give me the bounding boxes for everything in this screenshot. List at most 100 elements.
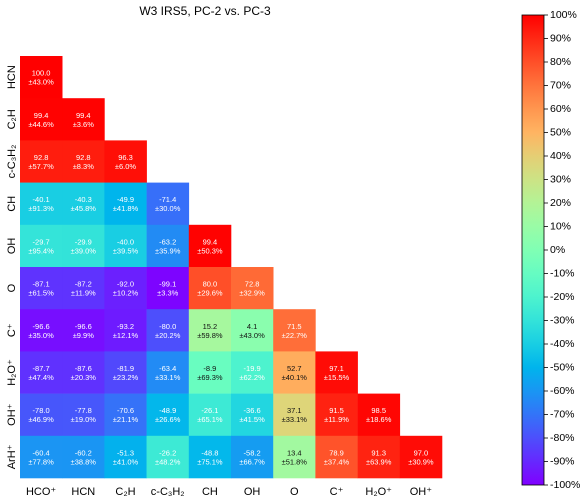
heatmap-cell: 92.8±57.7%	[20, 140, 63, 183]
colorbar-tick-label: -20%	[550, 291, 575, 303]
cell-value: 52.7	[287, 364, 302, 373]
cell-uncertainty: ±43.0%	[28, 78, 54, 87]
cell-value: -87.6	[75, 364, 92, 373]
cell-value: 99.4	[76, 111, 91, 120]
cell-rect	[273, 309, 316, 352]
cell-uncertainty: ±95.4%	[28, 246, 54, 255]
colorbar-tick-label: -60%	[550, 385, 575, 397]
cell-rect	[146, 393, 190, 437]
cell-uncertainty: ±41.8%	[113, 204, 139, 213]
cell-rect	[20, 182, 63, 226]
cell-uncertainty: ±63.9%	[366, 457, 392, 466]
colorbar-tick-label: 20%	[550, 197, 571, 209]
heatmap-cell: 13.4±51.8%	[273, 435, 316, 479]
cell-value: 13.4	[287, 448, 302, 457]
colorbar-tick-label: -80%	[550, 432, 575, 444]
cell-rect	[399, 435, 443, 479]
cell-rect	[188, 267, 232, 310]
cell-value: -92.0	[117, 280, 134, 289]
cell-uncertainty: ±41.5%	[239, 415, 265, 424]
cell-uncertainty: ±3.6%	[73, 120, 95, 129]
cell-rect	[231, 435, 274, 479]
cell-value: 91.3	[371, 448, 386, 457]
heatmap-cell: -60.2±38.8%	[62, 435, 105, 479]
heatmap-cell: 37.1±33.1%	[273, 393, 316, 437]
cell-uncertainty: ±11.9%	[71, 289, 96, 298]
colorbar-tick-label: 60%	[550, 103, 571, 115]
cell-uncertainty: ±37.4%	[324, 457, 350, 466]
cell-rect	[231, 309, 274, 352]
cell-rect	[188, 309, 232, 352]
x-tick-label: C₂H	[115, 486, 135, 498]
cell-value: -58.2	[244, 448, 261, 457]
colorbar-tick-label: 80%	[550, 56, 571, 68]
cell-value: 99.4	[203, 237, 218, 246]
heatmap-cell: -29.7±95.4%	[20, 224, 63, 268]
heatmap-cell: 91.5±11.9%	[315, 393, 358, 437]
cell-uncertainty: ±9.9%	[73, 331, 95, 340]
heatmap-cell: -51.3±41.0%	[104, 435, 147, 479]
cell-uncertainty: ±44.6%	[28, 120, 54, 129]
heatmap-cell: 97.0±30.9%	[399, 435, 443, 479]
cell-value: -40.1	[33, 195, 50, 204]
colorbar-tick-label: 90%	[550, 33, 571, 45]
cell-rect	[104, 182, 147, 226]
cell-rect	[188, 224, 232, 268]
heatmap-cell: 78.9±37.4%	[315, 435, 358, 479]
colorbar-gradient	[521, 14, 545, 486]
cell-rect	[146, 182, 190, 226]
x-tick-label: CH	[202, 486, 218, 498]
cell-rect	[273, 393, 316, 437]
cell-uncertainty: ±40.1%	[282, 373, 308, 382]
cell-value: -96.6	[33, 322, 50, 331]
x-tick-label: c-C₃H₂	[151, 486, 185, 498]
cell-rect	[146, 309, 190, 352]
cell-rect	[146, 351, 190, 394]
cell-uncertainty: ±61.5%	[28, 289, 54, 298]
heatmap-cell: -70.6±21.1%	[104, 393, 147, 437]
cell-value: -48.8	[201, 448, 218, 457]
cell-uncertainty: ±51.8%	[282, 457, 308, 466]
colorbar-tick-label: -90%	[550, 456, 575, 468]
cell-rect	[231, 267, 274, 310]
cell-value: -70.6	[117, 406, 134, 415]
cell-rect	[188, 435, 232, 479]
cell-uncertainty: ±8.3%	[73, 162, 95, 171]
cell-rect	[104, 267, 147, 310]
colorbar-tick-label: 10%	[550, 221, 571, 233]
cell-rect	[273, 435, 316, 479]
heatmap-cell: 15.2±59.8%	[188, 309, 232, 352]
cell-value: 97.0	[414, 448, 429, 457]
cell-value: -26.1	[201, 406, 218, 415]
heatmap-cell: -99.1±3.3%	[146, 267, 190, 310]
cell-rect	[20, 140, 63, 183]
cell-uncertainty: ±11.9%	[324, 415, 349, 424]
heatmap-cell: -36.6±41.5%	[231, 393, 274, 437]
cell-rect	[273, 351, 316, 394]
cell-value: 92.8	[76, 153, 91, 162]
cell-value: -51.3	[117, 448, 134, 457]
cell-uncertainty: ±62.2%	[239, 373, 265, 382]
cell-uncertainty: ±66.7%	[239, 457, 265, 466]
cell-value: -77.8	[75, 406, 92, 415]
heatmap-cell: -87.1±61.5%	[20, 267, 63, 310]
cell-rect	[188, 393, 232, 437]
cell-uncertainty: ±15.5%	[324, 373, 350, 382]
cell-rect	[20, 224, 63, 268]
cell-uncertainty: ±12.1%	[113, 331, 139, 340]
cell-rect	[104, 224, 147, 268]
y-tick-label: OH⁺	[6, 403, 18, 426]
heatmap-cell: 72.8±32.9%	[231, 267, 274, 310]
cell-uncertainty: ±21.1%	[113, 415, 139, 424]
cell-uncertainty: ±50.3%	[197, 246, 223, 255]
cell-value: -48.9	[159, 406, 176, 415]
colorbar-tick-label: 40%	[550, 150, 571, 162]
cell-uncertainty: ±35.9%	[155, 246, 181, 255]
cell-value: -87.2	[75, 280, 92, 289]
cell-uncertainty: ±35.0%	[28, 331, 54, 340]
cell-rect	[104, 435, 147, 479]
cell-rect	[146, 224, 190, 268]
cell-uncertainty: ±33.1%	[282, 415, 308, 424]
x-tick-label: OH	[244, 486, 261, 498]
heatmap-cell: 92.8±8.3%	[62, 140, 105, 183]
